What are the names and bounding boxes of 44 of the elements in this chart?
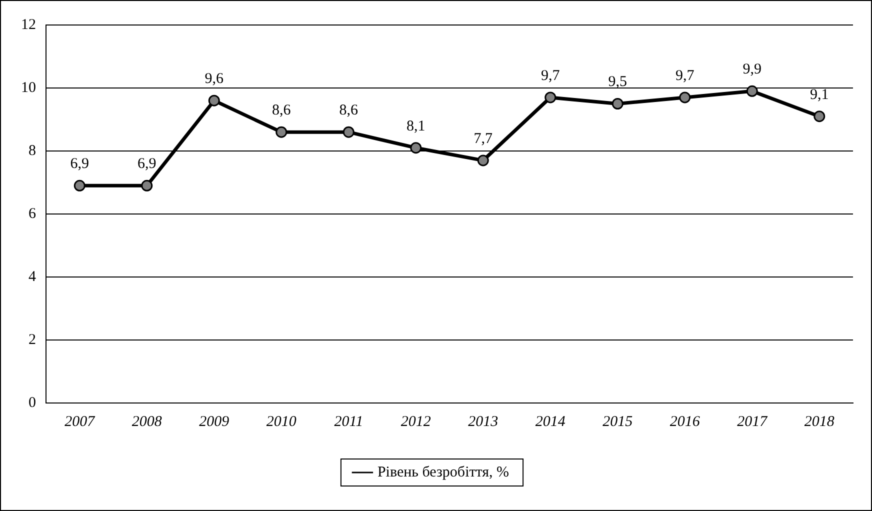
point [410,142,422,154]
point [74,180,86,192]
legend-label: Рівень безробіття, % [377,464,510,480]
point [814,110,826,122]
y-tick-label: 0 [28,394,36,411]
point [141,180,153,192]
point [342,126,354,138]
y-tick-label: 12 [21,16,36,33]
x-tick-label: 2012 [400,414,432,430]
point [679,92,691,104]
y-tick-label: 6 [28,206,36,222]
data-label: 7,7 [474,130,493,147]
x-tick-label: 2014 [535,414,566,430]
point [544,92,556,104]
data-label: 9,6 [204,71,224,88]
point [208,94,220,106]
data-label: 9,1 [810,86,829,103]
y-tick-label: 4 [28,268,36,285]
data-label: 9,9 [742,62,762,78]
data-label: 8,6 [272,102,292,119]
y-tick-label: 10 [21,80,36,96]
x-tick-label: 2008 [132,414,162,430]
data-label: 6,9 [138,156,156,172]
data-label: 8,1 [406,118,426,134]
x-tick-label: 2016 [670,414,700,430]
point [477,154,489,166]
x-tick-label: 2013 [468,414,498,430]
data-label: 8,6 [339,102,358,119]
data-label: 9,5 [608,74,627,90]
x-tick-label: 2007 [64,414,96,430]
x-tick-label: 2017 [737,414,769,430]
point [612,98,624,110]
data-label: 6,9 [70,156,89,172]
y-tick-label: 8 [28,142,36,159]
x-tick-label: 2010 [266,414,297,430]
point [276,126,288,138]
x-tick-label: 2015 [602,414,634,430]
data-label: 9,7 [676,68,695,84]
data-label: 9,7 [541,68,560,84]
y-tick-label: 2 [28,332,36,348]
point [746,85,758,97]
x-tick-label: 2011 [334,414,364,430]
x-tick-label: 2018 [804,414,835,430]
x-tick-label: 2009 [199,414,230,430]
